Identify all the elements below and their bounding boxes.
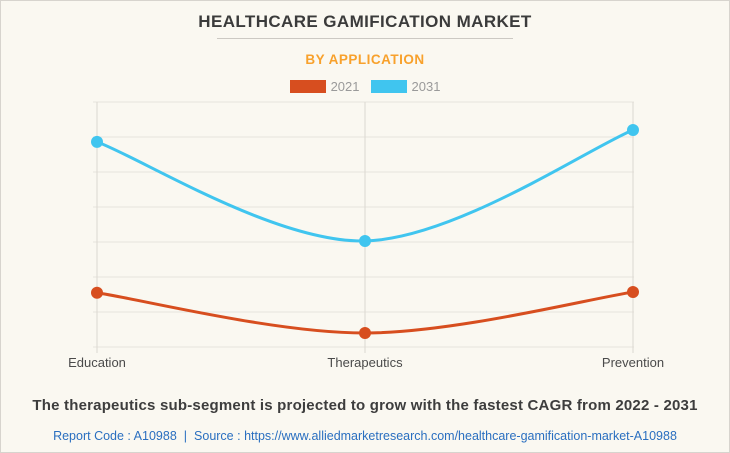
- x-axis-label-prevention: Prevention: [602, 355, 664, 370]
- x-axis-label-therapeutics: Therapeutics: [327, 355, 403, 370]
- chart-description: The therapeutics sub-segment is projecte…: [32, 397, 698, 414]
- data-point-2031-education: [91, 135, 103, 148]
- legend-label-2021: 2021: [330, 79, 360, 94]
- legend-swatch-2021: [289, 80, 326, 93]
- report-source-line: Report Code : A10988 | Source : https://ww…: [1, 429, 729, 443]
- title-divider: [217, 38, 513, 39]
- x-axis-label-education: Education: [68, 355, 126, 370]
- legend-item-2031: 2031: [370, 79, 441, 94]
- data-point-2031-prevention: [627, 124, 639, 136]
- legend-label-2031: 2031: [411, 79, 441, 94]
- line-chart: Education Therapeutics Prevention: [68, 101, 664, 370]
- data-point-2021-education: [91, 286, 103, 299]
- data-point-2021-prevention: [627, 286, 639, 299]
- chart-title: HEALTHCARE GAMIFICATION MARKET: [198, 12, 532, 31]
- report-code-text: Report Code : A10988: [53, 429, 177, 443]
- chart-legend: 2021 2031: [1, 80, 729, 93]
- separator-pipe: |: [183, 429, 188, 443]
- source-prefix-text: Source :: [194, 429, 241, 443]
- data-point-2021-therapeutics: [359, 327, 371, 339]
- source-url-link[interactable]: https://www.alliedmarketresearch.com/hea…: [244, 429, 677, 443]
- legend-swatch-2031: [370, 80, 407, 93]
- chart-subtitle: BY APPLICATION: [305, 52, 425, 67]
- data-point-2031-therapeutics: [359, 234, 371, 247]
- legend-item-2021: 2021: [289, 79, 360, 94]
